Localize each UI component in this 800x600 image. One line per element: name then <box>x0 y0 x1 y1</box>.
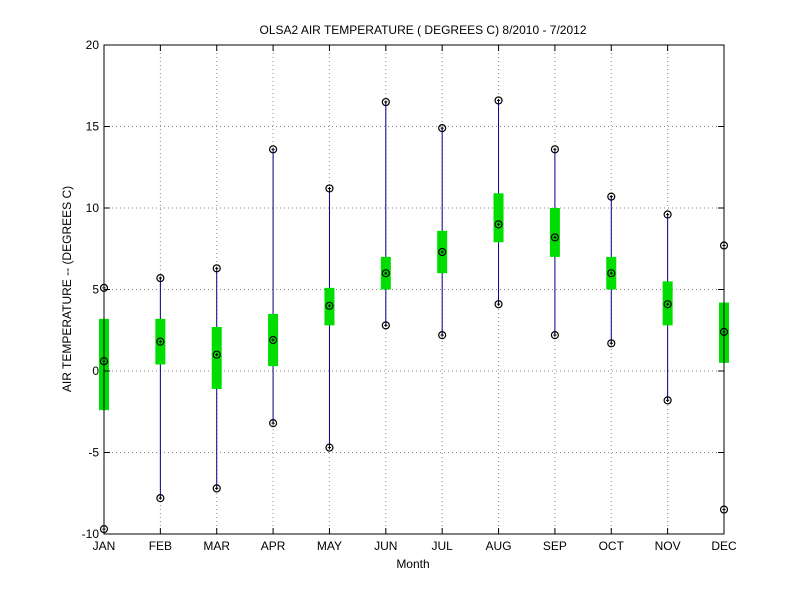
median-marker <box>494 220 503 229</box>
x-tick-label: JUL <box>432 539 454 553</box>
max-marker <box>381 97 390 107</box>
min-marker <box>438 331 447 340</box>
min-marker <box>156 494 165 503</box>
chart-title: OLSA2 AIR TEMPERATURE ( DEGREES C) 8/201… <box>259 23 586 37</box>
min-marker <box>381 321 390 330</box>
box-group-jun <box>380 97 391 330</box>
x-tick-label: AUG <box>486 539 512 553</box>
max-marker <box>494 96 503 105</box>
median-marker <box>607 269 616 278</box>
x-tick-label: APR <box>261 539 286 553</box>
box-group-feb <box>155 273 166 503</box>
box-group-jul <box>437 124 448 340</box>
min-marker <box>325 443 334 452</box>
y-tick-label: 5 <box>92 283 99 297</box>
median-marker <box>325 301 334 310</box>
iqr-box <box>493 193 504 243</box>
y-tick-label: 15 <box>86 120 100 134</box>
min-marker <box>550 331 560 340</box>
median-marker <box>212 350 221 359</box>
y-axis-label: AIR TEMPERATURE -- (DEGREES C) <box>60 186 74 392</box>
min-marker <box>268 419 278 428</box>
box-group-nov <box>662 210 673 405</box>
box-group-aug <box>493 96 504 309</box>
y-tick-label: -5 <box>88 446 99 460</box>
x-tick-label: MAR <box>203 539 230 553</box>
axis-layer: -10 -5 0 5 10 15 20 JAN FEB MAR APR MAY JUN JUL AUG SEP… <box>82 38 737 553</box>
box-group-sep <box>549 145 560 340</box>
x-tick-label: OCT <box>599 539 625 553</box>
min-marker <box>494 300 503 309</box>
median-marker <box>438 247 447 257</box>
box-group-apr <box>268 145 279 428</box>
median-marker <box>156 337 165 346</box>
x-tick-label: JUN <box>374 539 397 553</box>
data-layer <box>99 96 729 534</box>
max-marker <box>156 273 165 283</box>
x-tick-label: NOV <box>655 539 681 553</box>
box-group-oct <box>606 192 617 348</box>
median-marker <box>663 300 672 309</box>
median-marker <box>550 233 560 242</box>
x-tick-label: JAN <box>93 539 116 553</box>
min-marker <box>663 396 672 405</box>
x-axis-label: Month <box>396 557 429 571</box>
max-marker <box>550 145 560 154</box>
x-tick-label: DEC <box>711 539 737 553</box>
box-group-mar <box>211 264 222 493</box>
max-marker <box>663 210 672 219</box>
y-tick-label: 20 <box>86 38 100 52</box>
median-marker <box>381 269 390 278</box>
max-marker <box>268 145 278 154</box>
iqr-box <box>549 208 560 257</box>
y-tick-label: 10 <box>86 201 100 215</box>
grid-layer <box>104 45 724 534</box>
max-marker <box>212 264 221 273</box>
min-marker <box>607 339 616 348</box>
min-marker <box>212 484 221 493</box>
x-tick-label: SEP <box>543 539 567 553</box>
max-marker <box>438 124 447 133</box>
y-tick-label: -10 <box>82 527 100 541</box>
max-marker <box>607 192 616 201</box>
x-tick-label: MAY <box>317 539 342 553</box>
x-tick-label: FEB <box>149 539 172 553</box>
median-marker <box>268 335 278 345</box>
box-group-may <box>324 184 335 452</box>
y-tick-label: 0 <box>92 364 99 378</box>
max-marker <box>325 184 334 193</box>
